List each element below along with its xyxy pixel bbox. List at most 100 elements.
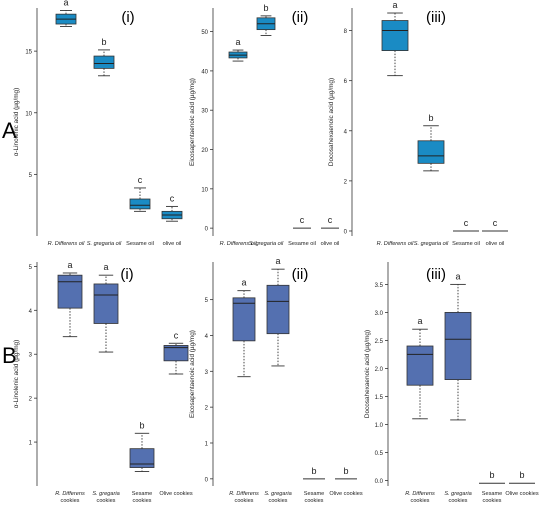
y-tick-label: 40 xyxy=(201,69,208,75)
y-tick-label: 0.0 xyxy=(375,479,384,485)
panel-label: (i) xyxy=(120,266,133,283)
category-label: R. Differens xyxy=(229,491,259,497)
y-axis-title: Eicosapentaenoic acid (µg/mg) xyxy=(189,78,196,166)
chart-panel: 0.0 0.5 1.0 1.5 2.0 2.5 3.0 3.5 Docosahexaenoic … xyxy=(364,262,539,504)
category-label: S. gregaria xyxy=(92,491,119,497)
category-label: cookies xyxy=(97,498,116,504)
significance-letter: a xyxy=(67,260,72,270)
category-label: cookies xyxy=(483,498,502,504)
significance-letter: a xyxy=(103,262,108,272)
y-tick-label: 6 xyxy=(344,79,348,85)
y-tick-label: 10 xyxy=(201,187,208,193)
y-tick-label: 3.0 xyxy=(375,311,384,317)
y-tick-label: 4 xyxy=(29,309,33,315)
y-tick-label: 1 xyxy=(29,441,33,447)
y-tick-label: 0 xyxy=(344,229,348,235)
y-tick-label: 2.0 xyxy=(375,367,384,373)
y-tick-label: 5 xyxy=(29,265,33,271)
y-tick-label: 0 xyxy=(205,477,209,483)
y-tick-label: 1.0 xyxy=(375,423,384,429)
box xyxy=(129,198,151,210)
category-label: cookies xyxy=(61,498,80,504)
category-label: cookies xyxy=(235,498,254,504)
significance-letter: c xyxy=(170,193,175,203)
y-axis-title: α-Linolenic acid (µg/mg) xyxy=(13,340,20,408)
y-tick-label: 0.5 xyxy=(375,451,384,457)
category-label: Sesame xyxy=(482,491,503,497)
significance-letter: c xyxy=(493,218,498,228)
box xyxy=(57,274,83,309)
category-label: cookies xyxy=(269,498,288,504)
box xyxy=(266,284,290,335)
chart-panel: 0 10 20 30 40 50 Eicosapentaenoic acid (µg/mg)… xyxy=(189,3,339,247)
significance-letter: a xyxy=(63,0,68,7)
box xyxy=(381,20,409,51)
significance-letter: c xyxy=(328,215,333,225)
category-label: S. gregaria xyxy=(444,491,471,497)
category-label: S. gregaria oil xyxy=(87,241,122,247)
category-label: Sesame xyxy=(132,491,153,497)
row-label-a: A xyxy=(2,118,17,143)
significance-letter: b xyxy=(519,470,524,480)
chart-panel: 5 10 15 α-Linolenic acid (µg/mg) (i) a R. Diff… xyxy=(13,0,183,247)
category-label: Sesame oil xyxy=(126,241,154,247)
box xyxy=(444,311,472,380)
category-label: olive oil xyxy=(163,241,182,247)
panel-label: (ii) xyxy=(292,266,309,283)
category-label: Sesame oil xyxy=(288,241,316,247)
category-label: R. Differens oil xyxy=(48,241,85,247)
y-tick-label: 0 xyxy=(205,227,209,233)
category-label: olive oil xyxy=(486,241,505,247)
significance-letter: a xyxy=(275,256,280,266)
category-label: cookies xyxy=(305,498,324,504)
significance-letter: b xyxy=(101,37,106,47)
category-label: S. gregaria oil xyxy=(414,241,449,247)
category-label: Olive cookies xyxy=(329,491,362,497)
significance-letter: b xyxy=(343,466,348,476)
panel-label: (iii) xyxy=(426,9,446,26)
category-label: Sesame xyxy=(304,491,325,497)
y-tick-label: 15 xyxy=(25,50,32,56)
significance-letter: c xyxy=(174,330,179,340)
y-axis-title: Eicosapentaenoic acid (µg/mg) xyxy=(189,330,196,418)
box xyxy=(163,345,189,362)
y-tick-label: 3 xyxy=(29,353,33,359)
y-tick-label: 1.5 xyxy=(375,395,384,401)
y-tick-label: 3 xyxy=(205,370,209,376)
category-label: R. Differens xyxy=(55,491,85,497)
category-label: cookies xyxy=(411,498,430,504)
chart-panel: 0 2 4 6 8 Docosahexaenoic acid (µg/mg) (iii) a R… xyxy=(328,0,508,247)
significance-letter: b xyxy=(428,113,433,123)
significance-letter: b xyxy=(139,420,144,430)
category-label: cookies xyxy=(449,498,468,504)
significance-letter: a xyxy=(455,271,460,281)
category-label: olive oil xyxy=(321,241,340,247)
y-tick-label: 2 xyxy=(29,397,33,403)
chart-panel: 1 2 3 4 5 α-Linolenic acid (µg/mg) (i) a R. Diff… xyxy=(13,260,193,504)
category-label: S. gregaria oil xyxy=(249,241,284,247)
y-tick-label: 4 xyxy=(344,129,348,135)
significance-letter: b xyxy=(311,466,316,476)
significance-letter: a xyxy=(417,316,422,326)
y-tick-label: 2.5 xyxy=(375,339,384,345)
panel-label: (iii) xyxy=(426,266,446,283)
significance-letter: b xyxy=(263,3,268,13)
box xyxy=(93,55,115,69)
box xyxy=(232,297,256,342)
y-tick-label: 4 xyxy=(205,334,209,340)
category-label: cookies xyxy=(133,498,152,504)
row-label-b: B xyxy=(2,343,17,368)
y-axis-title: α-Linolenic acid (µg/mg) xyxy=(13,88,20,156)
y-tick-label: 2 xyxy=(344,179,348,185)
chart-panel: 0 1 2 3 4 5 Eicosapentaenoic acid (µg/mg) (ii) a… xyxy=(189,256,363,504)
significance-letter: a xyxy=(392,0,397,10)
category-label: R. Differens oil xyxy=(377,241,414,247)
panel-label: (ii) xyxy=(292,9,309,26)
significance-letter: c xyxy=(464,218,469,228)
y-tick-label: 5 xyxy=(29,173,33,179)
significance-letter: c xyxy=(300,215,305,225)
y-tick-label: 5 xyxy=(205,298,209,304)
y-tick-label: 50 xyxy=(201,30,208,36)
